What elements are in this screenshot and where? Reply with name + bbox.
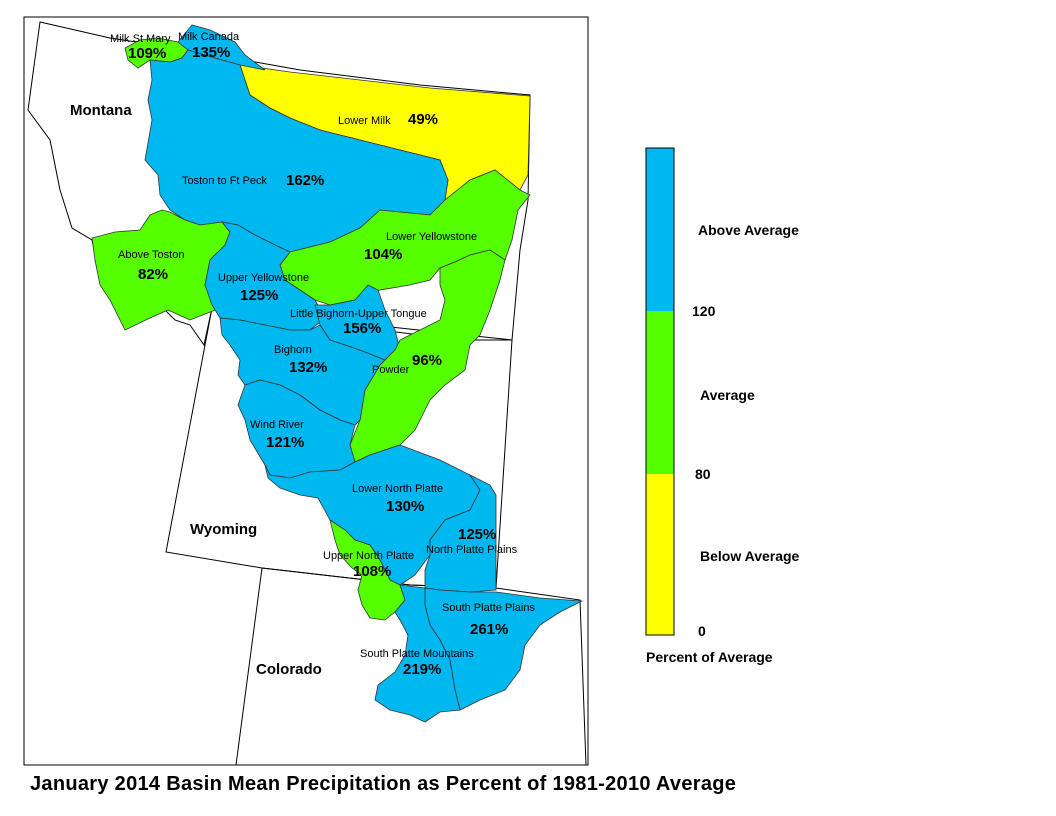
legend-bar-outline — [645, 147, 675, 636]
map-title: January 2014 Basin Mean Precipitation as… — [30, 773, 737, 795]
basin-percent-upper-north-platte: 108% — [353, 563, 391, 580]
legend-label-average: Average — [700, 387, 755, 403]
basin-polygons — [91, 24, 584, 723]
basin-name-little-bighorn-upper-tongue: Little Bighorn-Upper Tongue — [290, 308, 427, 320]
state-label-wyoming: Wyoming — [190, 521, 257, 538]
basin-south-platte-mountains[interactable] — [374, 584, 461, 723]
basin-percent-north-platte-plains: 125% — [458, 526, 496, 543]
legend-label-below: Below Average — [700, 548, 800, 564]
basin-percent-south-platte-plains: 261% — [470, 621, 508, 638]
basin-name-upper-yellowstone: Upper Yellowstone — [218, 272, 309, 284]
basin-name-south-platte-plains: South Platte Plains — [442, 602, 535, 614]
basin-name-upper-north-platte: Upper North Platte — [323, 550, 414, 562]
colorado-outline — [235, 567, 587, 766]
legend-tick-0: 0 — [698, 623, 706, 639]
basin-name-toston-to-ft-peck: Toston to Ft Peck — [182, 175, 267, 187]
legend-swatch-above — [646, 148, 674, 311]
basin-name-south-platte-mountains: South Platte Mountains — [360, 648, 474, 660]
basin-percent-milk-st-mary: 109% — [128, 45, 166, 62]
basin-north-platte-plains[interactable] — [424, 473, 497, 593]
state-label-colorado: Colorado — [256, 661, 322, 678]
basin-name-north-platte-plains: North Platte Plains — [426, 544, 518, 556]
basin-percent-powder: 96% — [412, 352, 442, 369]
legend-title: Percent of Average — [646, 649, 773, 665]
basin-upper-north-platte[interactable] — [329, 519, 406, 621]
basin-percent-little-bighorn-upper-tongue: 156% — [343, 320, 381, 337]
basin-percent-lower-milk: 49% — [408, 111, 438, 128]
basin-name-above-toston: Above Toston — [118, 249, 184, 261]
legend-label-above: Above Average — [698, 222, 799, 238]
basin-percent-milk-canada: 135% — [192, 44, 230, 61]
basin-name-milk-st-mary: Milk St Mary — [110, 33, 171, 45]
basin-labels: Milk St Mary 109% Milk Canada 135% Lower… — [110, 31, 535, 678]
basin-bighorn[interactable] — [219, 317, 386, 426]
basin-name-lower-yellowstone: Lower Yellowstone — [386, 231, 477, 243]
basin-percent-toston-to-ft-peck: 162% — [286, 172, 324, 189]
basin-name-powder: Powder — [372, 364, 410, 376]
legend-swatch-average — [646, 311, 674, 474]
legend-swatch-below — [646, 474, 674, 635]
basin-percent-south-platte-mountains: 219% — [403, 661, 441, 678]
basin-percent-above-toston: 82% — [138, 266, 168, 283]
basin-percent-bighorn: 132% — [289, 359, 327, 376]
basin-percent-wind-river: 121% — [266, 434, 304, 451]
legend: Above Average Average Below Average 120 … — [645, 147, 800, 665]
basin-name-milk-canada: Milk Canada — [178, 31, 240, 43]
basin-name-bighorn: Bighorn — [274, 344, 312, 356]
basin-percent-lower-north-platte: 130% — [386, 498, 424, 515]
basin-name-wind-river: Wind River — [250, 419, 304, 431]
state-labels: Montana Wyoming Colorado — [70, 102, 322, 678]
basin-percent-lower-yellowstone: 104% — [364, 246, 402, 263]
basin-percent-upper-yellowstone: 125% — [240, 287, 278, 304]
legend-tick-80: 80 — [695, 466, 711, 482]
state-label-montana: Montana — [70, 102, 132, 119]
basin-name-lower-milk: Lower Milk — [338, 115, 391, 127]
basin-name-lower-north-platte: Lower North Platte — [352, 483, 443, 495]
legend-tick-120: 120 — [692, 303, 716, 319]
